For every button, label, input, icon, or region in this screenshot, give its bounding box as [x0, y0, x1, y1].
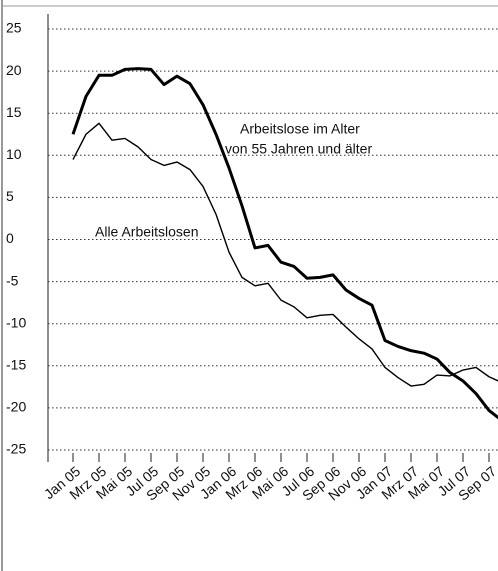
y-tick-label: -20 [6, 399, 26, 415]
series-line [71, 67, 498, 420]
y-tick-label: 20 [6, 62, 22, 78]
y-tick-label: -5 [6, 272, 19, 288]
y-tick-label: 5 [6, 188, 14, 204]
annotation: Alle Arbeitslosen [95, 224, 199, 240]
series-line [72, 122, 498, 387]
annotation: von 55 Jahren und älter [225, 141, 372, 157]
y-tick-label: 0 [6, 230, 14, 246]
y-tick-label: 25 [6, 20, 22, 36]
y-tick-label: -15 [6, 357, 26, 373]
annotation: Arbeitslose im Alter [240, 121, 360, 137]
y-tick-label: -10 [6, 314, 26, 330]
y-tick-label: 15 [6, 104, 22, 120]
y-tick-label: -25 [6, 441, 26, 457]
y-tick-label: 10 [6, 146, 22, 162]
